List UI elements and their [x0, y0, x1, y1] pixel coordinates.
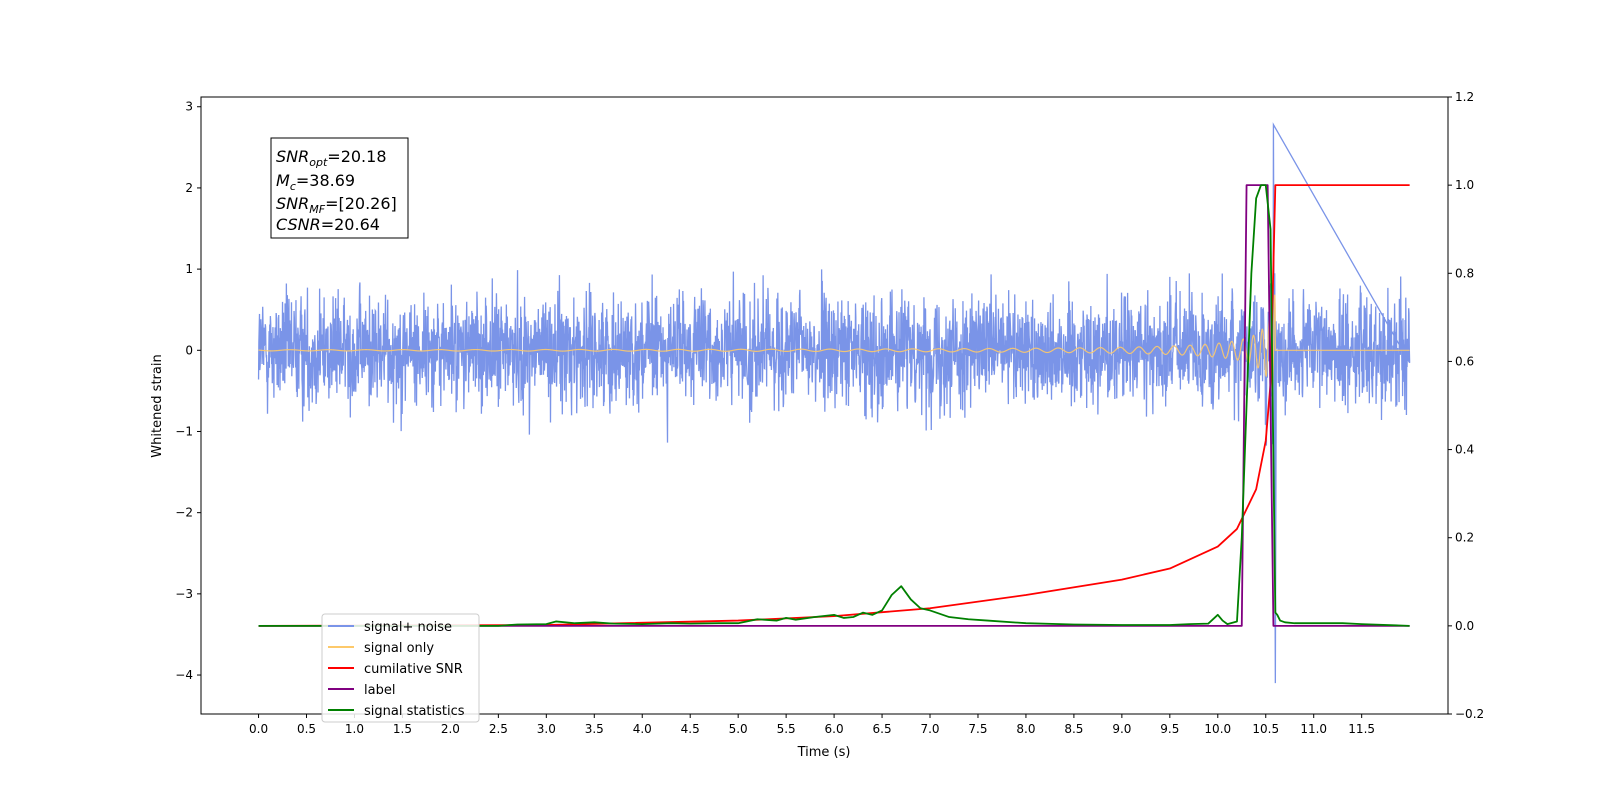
- legend: signal+ noise signal only cumilative SNR la…: [321, 613, 480, 723]
- y-tick-label: −2: [175, 506, 193, 520]
- x-tick-label: 2.5: [489, 722, 508, 736]
- x-tick-label: 7.0: [920, 722, 939, 736]
- signal-noise-line: [257, 122, 1411, 684]
- y2-tick-label: 0.6: [1455, 354, 1474, 368]
- y-tick-label: 2: [185, 181, 193, 195]
- x-tick-label: 0.0: [249, 722, 268, 736]
- x-tick-label: 1.5: [393, 722, 412, 736]
- legend-label: label: [364, 683, 395, 698]
- label-line: [258, 184, 1410, 627]
- info-box: SNRopt=20.18 Mc=38.69 SNRMF=[20.26] CSNR…: [270, 137, 409, 239]
- y-tick-label: −1: [175, 424, 193, 438]
- legend-label: signal statistics: [364, 704, 465, 719]
- y-tick-label: −3: [175, 587, 193, 601]
- y-tick-label: −4: [175, 668, 193, 682]
- info-mc: Mc=38.69: [276, 171, 355, 193]
- x-tick-label: 4.0: [633, 722, 652, 736]
- x-tick-label: 8.0: [1016, 722, 1035, 736]
- info-csnr: CSNR=20.64: [276, 215, 380, 234]
- x-tick-label: 7.5: [968, 722, 987, 736]
- x-axis-ticks: 0.0 0.5 1.0 1.5 2.0 2.5 3.0 3.5 4.0 4.5 5.0 5.5 6.0 6…: [249, 714, 1375, 736]
- y2-tick-label: 0.0: [1455, 619, 1474, 633]
- x-tick-label: 5.0: [729, 722, 748, 736]
- signal-only-line: [258, 294, 1410, 393]
- x-tick-label: 6.5: [873, 722, 892, 736]
- x-tick-label: 5.5: [777, 722, 796, 736]
- legend-label: signal+ noise: [364, 620, 452, 635]
- x-tick-label: 11.0: [1300, 722, 1327, 736]
- signal-statistics-line: [258, 184, 1410, 627]
- y2-axis-ticks: 1.2 1.0 0.8 0.6 0.4 0.2 0.0 −0.2: [1448, 90, 1484, 721]
- y2-tick-label: 0.8: [1455, 266, 1474, 280]
- legend-frame: [321, 613, 480, 723]
- x-tick-label: 2.0: [441, 722, 460, 736]
- x-tick-label: 1.0: [345, 722, 364, 736]
- y-axis-label: Whitened strain: [150, 354, 165, 457]
- x-tick-label: 11.5: [1348, 722, 1375, 736]
- info-box-frame: [270, 137, 409, 239]
- y2-tick-label: 0.2: [1455, 531, 1474, 545]
- x-tick-label: 0.5: [297, 722, 316, 736]
- info-snr-opt: SNRopt=20.18: [276, 147, 387, 169]
- legend-label: cumilative SNR: [364, 662, 463, 677]
- x-tick-label: 10.5: [1252, 722, 1279, 736]
- x-tick-label: 9.5: [1160, 722, 1179, 736]
- x-tick-label: 3.5: [585, 722, 604, 736]
- x-axis-label: Time (s): [797, 745, 851, 760]
- series-layer: [257, 122, 1411, 684]
- y2-tick-label: 0.4: [1455, 443, 1474, 457]
- y2-tick-label: 1.0: [1455, 178, 1474, 192]
- info-snr-mf: SNRMF=[20.26]: [276, 194, 397, 216]
- x-tick-label: 3.0: [537, 722, 556, 736]
- plot-frame: [200, 96, 1449, 715]
- y-axis-ticks: 3 2 1 0 −1 −2 −3 −4: [175, 100, 201, 682]
- x-tick-label: 10.0: [1204, 722, 1231, 736]
- x-tick-label: 6.0: [825, 722, 844, 736]
- x-tick-label: 4.5: [681, 722, 700, 736]
- x-tick-label: 9.0: [1112, 722, 1131, 736]
- legend-label: signal only: [364, 641, 434, 656]
- x-tick-label: 8.5: [1064, 722, 1083, 736]
- y-tick-label: 1: [185, 262, 193, 276]
- y-tick-label: 0: [185, 343, 193, 357]
- y-tick-label: 3: [185, 100, 193, 114]
- y2-tick-label: −0.2: [1455, 707, 1484, 721]
- y2-tick-label: 1.2: [1455, 90, 1474, 104]
